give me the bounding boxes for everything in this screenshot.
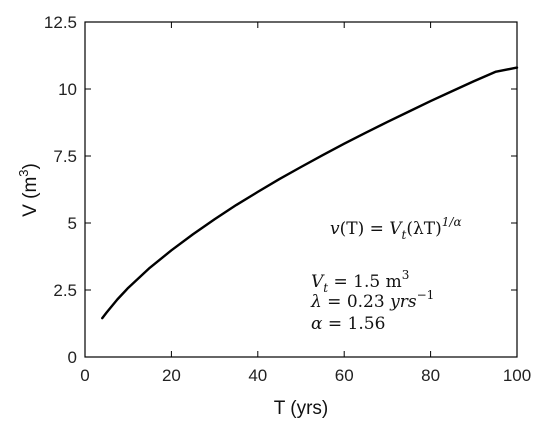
formula-vt: V [389,219,403,239]
param-vt-sub: t [323,281,328,295]
param-lambda-sym: λ [310,292,322,312]
y-axis-label-close: ) [20,163,41,169]
y-tick-label: 7.5 [53,147,77,166]
series-line [101,66,519,320]
param-alpha-sym: α [311,314,323,334]
y-tick-label: 0 [68,348,77,367]
formula-paren: (λT) [406,219,441,239]
formula-exp: 1/α [442,215,462,229]
param-vt-sym: V [311,272,325,292]
formula-annotation: v(T) = Vt(λT)1/α [330,215,462,242]
x-tick-label: 40 [248,366,267,385]
y-tick-label: 5 [68,214,77,233]
tick-group [84,21,518,358]
y-tick-label: 12.5 [44,13,77,32]
y-axis-label-sup: 3 [16,169,31,176]
y-tick-label: 10 [58,80,77,99]
x-tick-label: 80 [421,366,440,385]
y-tick-label: 2.5 [53,281,77,300]
param-lambda-val: = 0.23 [322,292,390,312]
formula-v: v [330,219,340,239]
param-lambda: λ = 0.23 yrs−1 [310,288,434,312]
param-alpha-val: = 1.56 [322,314,385,334]
y-axis-label-text: V (m [20,177,41,217]
param-lambda-sup: −1 [417,288,435,302]
formula-arg: (T) = [340,219,390,239]
x-tick-label: 60 [335,366,354,385]
param-vt-val: = 1.5 m [328,272,402,292]
x-tick-label: 100 [503,366,531,385]
x-tick-label: 0 [80,366,89,385]
param-vt: Vt = 1.5 m3 [311,268,409,295]
param-vt-sup: 3 [402,268,410,282]
x-tick-label: 20 [162,366,181,385]
y-axis-label: V (m3) [16,163,41,217]
x-axis-label: T (yrs) [274,398,329,419]
param-lambda-unit: yrs [389,292,417,312]
formula-vt-sub: t [402,228,407,242]
plot-area [84,21,518,358]
tick-label-group: 0 20 40 60 80 100 0 2.5 5 7.5 10 12.5 [44,13,531,385]
param-alpha: α = 1.56 [311,314,385,334]
